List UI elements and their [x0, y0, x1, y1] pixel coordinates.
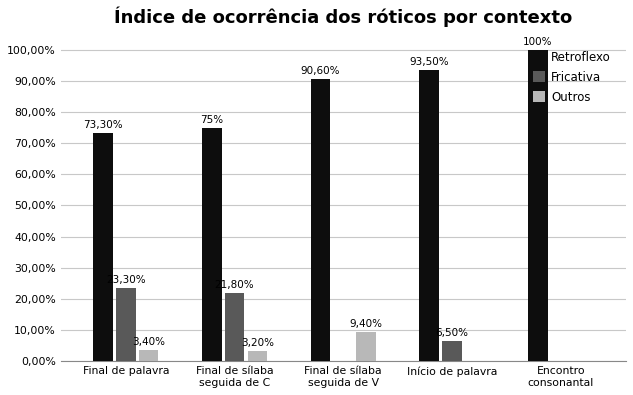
Text: 73,30%: 73,30% [83, 120, 123, 130]
Legend: Retroflexo, Fricativa, Outros: Retroflexo, Fricativa, Outros [530, 47, 615, 107]
Bar [356, 332, 376, 361]
Bar [442, 341, 462, 361]
Text: 100%: 100% [523, 37, 553, 47]
Bar [311, 79, 330, 361]
Text: 23,30%: 23,30% [106, 275, 146, 285]
Bar [420, 70, 439, 361]
Text: 3,40%: 3,40% [132, 337, 165, 347]
Bar [93, 133, 113, 361]
Text: 90,60%: 90,60% [301, 66, 340, 76]
Text: 9,40%: 9,40% [349, 319, 382, 329]
Bar [139, 350, 158, 361]
Text: 6,50%: 6,50% [436, 327, 468, 338]
Text: 93,50%: 93,50% [410, 57, 449, 67]
Bar [528, 50, 548, 361]
Bar [202, 128, 222, 361]
Bar [248, 351, 267, 361]
Bar [225, 293, 244, 361]
Text: 3,20%: 3,20% [241, 338, 274, 348]
Title: Índice de ocorrência dos róticos por contexto: Índice de ocorrência dos róticos por con… [114, 7, 572, 27]
Text: 75%: 75% [200, 115, 223, 125]
Bar [116, 288, 135, 361]
Text: 21,80%: 21,80% [215, 280, 254, 290]
